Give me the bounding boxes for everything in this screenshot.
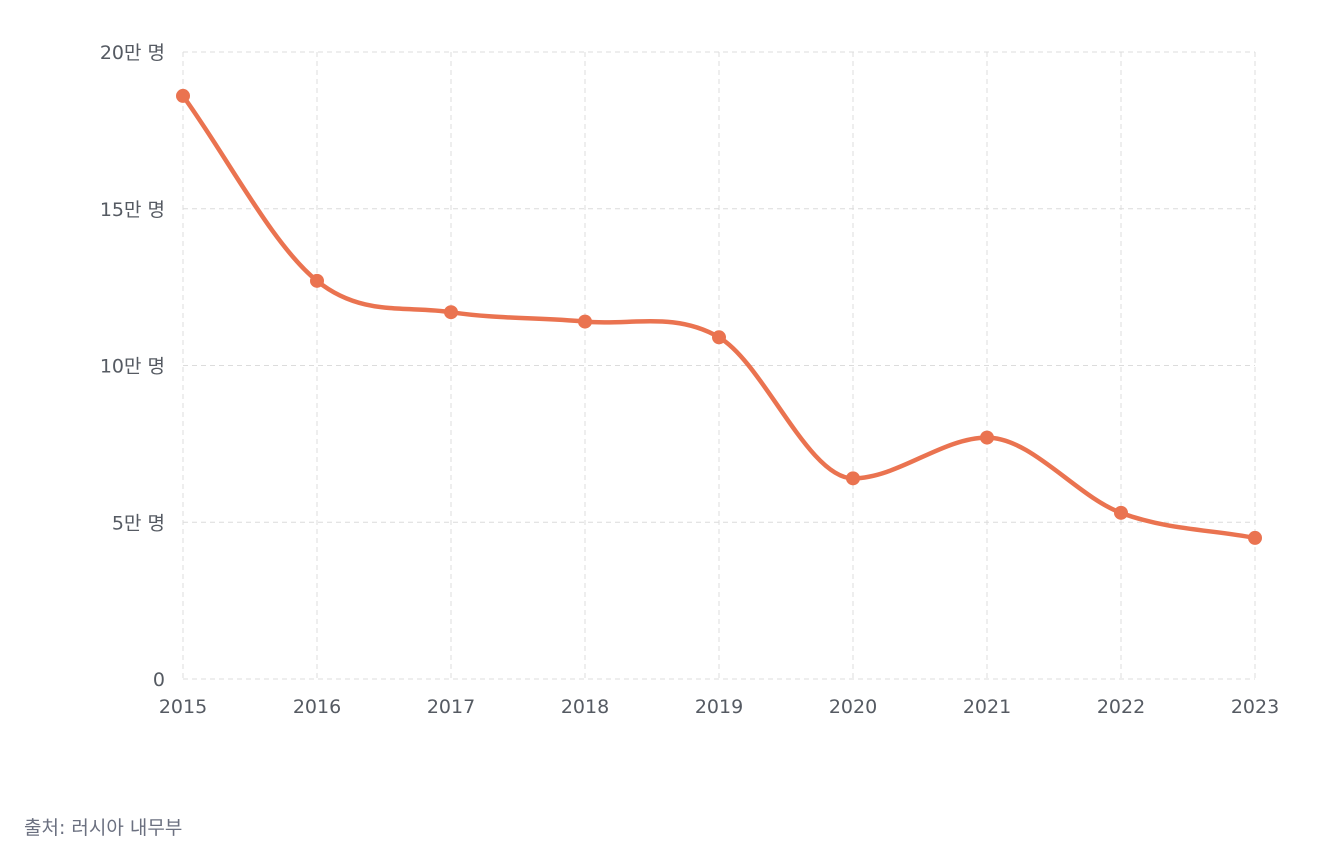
- data-point: [712, 330, 726, 345]
- x-tick-label: 2019: [695, 696, 743, 718]
- data-point: [1248, 530, 1262, 545]
- data-point: [980, 430, 994, 445]
- x-tick-label: 2020: [829, 696, 877, 718]
- y-tick-label: 0: [153, 669, 165, 691]
- y-tick-label: 10만 명: [100, 356, 165, 378]
- data-point: [310, 273, 324, 288]
- x-tick-label: 2021: [963, 696, 1011, 718]
- x-tick-label: 2016: [293, 696, 341, 718]
- y-tick-label: 15만 명: [100, 199, 165, 221]
- x-tick-label: 2018: [561, 696, 609, 718]
- source-note: 출처: 러시아 내무부: [24, 817, 183, 839]
- y-tick-label: 5만 명: [112, 512, 165, 534]
- data-point: [846, 471, 860, 486]
- data-point: [176, 88, 190, 103]
- x-tick-label: 2023: [1231, 696, 1279, 718]
- data-point: [444, 305, 458, 320]
- x-tick-label: 2015: [159, 696, 207, 718]
- y-tick-label: 20만 명: [100, 42, 165, 64]
- data-point: [1114, 505, 1128, 520]
- x-tick-label: 2017: [427, 696, 475, 718]
- x-tick-label: 2022: [1097, 696, 1145, 718]
- data-point: [578, 314, 592, 329]
